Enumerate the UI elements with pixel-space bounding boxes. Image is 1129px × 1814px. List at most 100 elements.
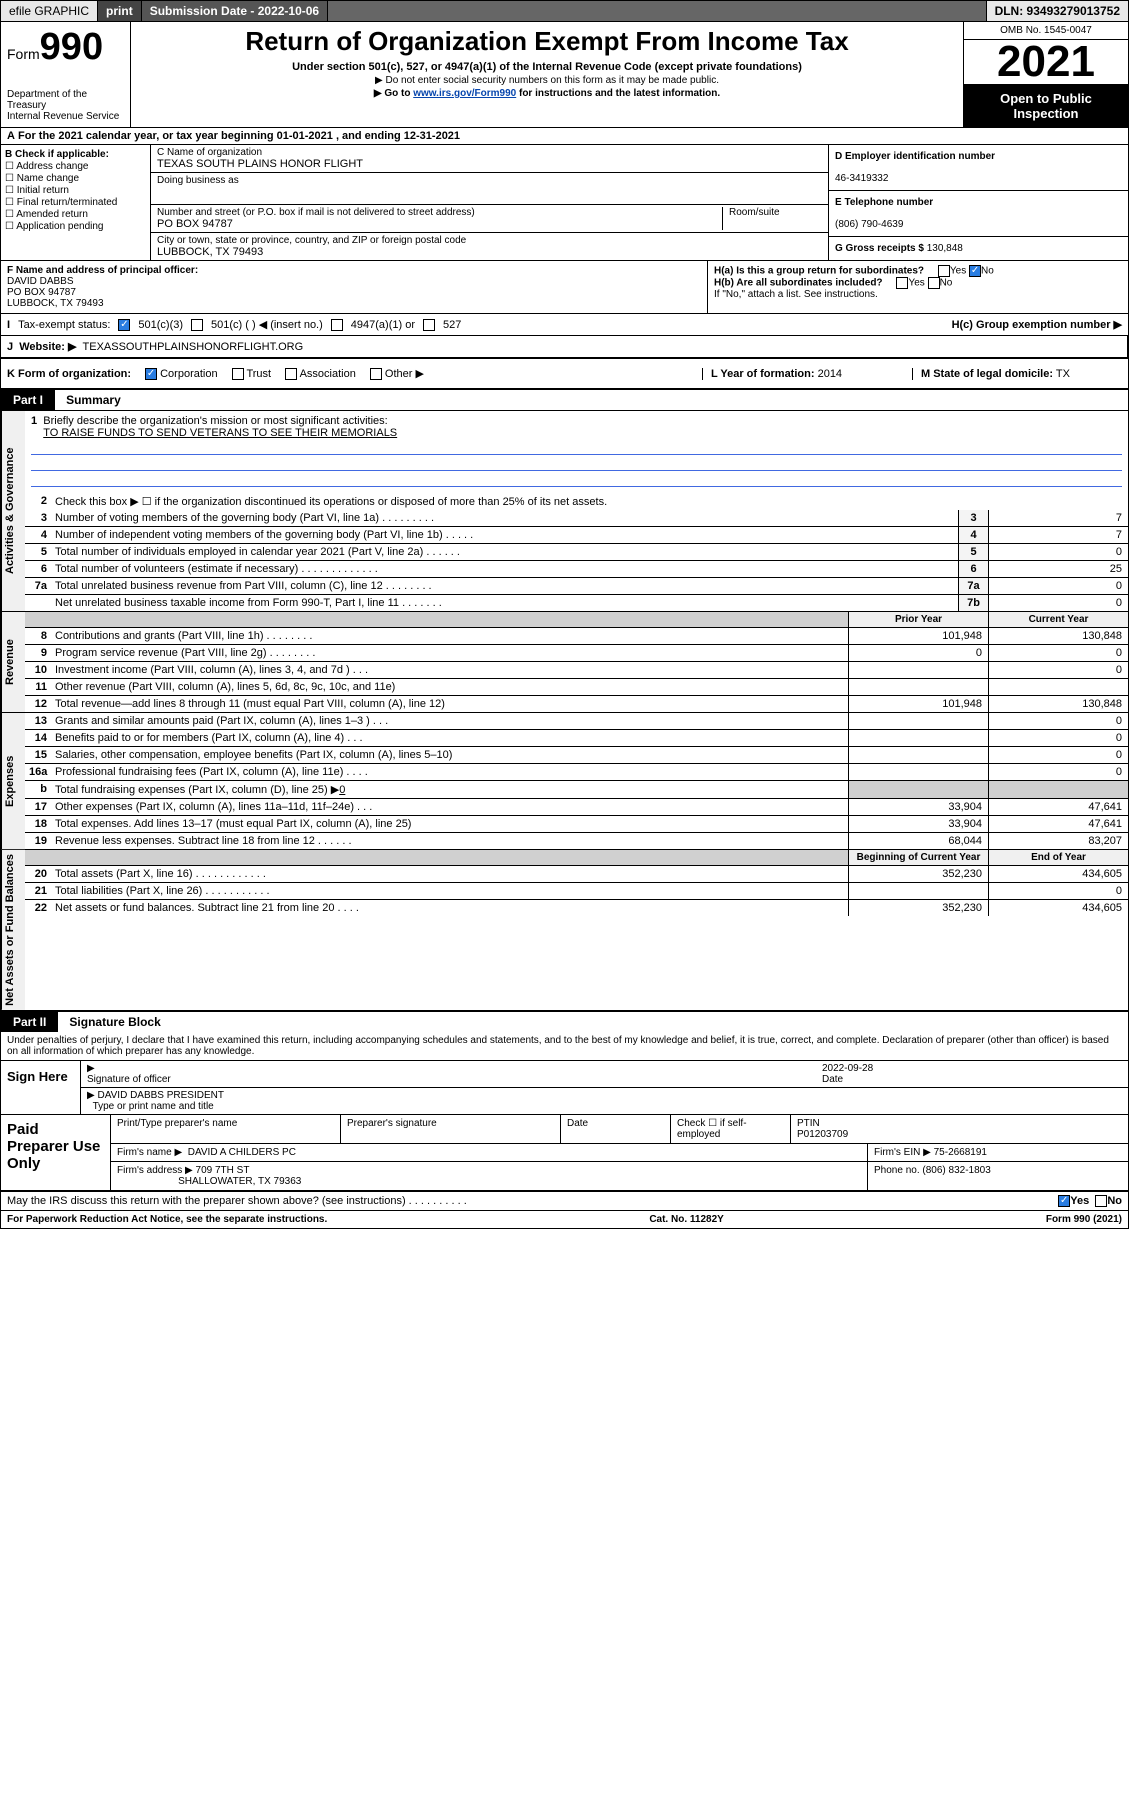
line7b: Net unrelated business taxable income fr… bbox=[25, 595, 1128, 611]
discuss-no[interactable] bbox=[1095, 1195, 1107, 1207]
line12: 12Total revenue—add lines 8 through 11 (… bbox=[25, 696, 1128, 712]
gross-cell: G Gross receipts $ 130,848 bbox=[829, 237, 1128, 260]
uline bbox=[31, 441, 1122, 455]
open-inspection: Open to Public Inspection bbox=[964, 85, 1128, 127]
mission-text: TO RAISE FUNDS TO SEND VETERANS TO SEE T… bbox=[43, 427, 397, 439]
exp-body: 13Grants and similar amounts paid (Part … bbox=[25, 713, 1128, 849]
irs-link[interactable]: www.irs.gov/Form990 bbox=[413, 88, 516, 99]
chk-amended[interactable]: ☐ Amended return bbox=[5, 209, 146, 220]
curr-year-hdr: Current Year bbox=[988, 612, 1128, 627]
room-label: Room/suite bbox=[729, 207, 822, 218]
topbar: efile GRAPHIC print Submission Date - 20… bbox=[1, 1, 1128, 22]
preparer-label: Paid Preparer Use Only bbox=[1, 1115, 111, 1190]
footer-row: For Paperwork Reduction Act Notice, see … bbox=[1, 1211, 1128, 1228]
chk-527[interactable] bbox=[423, 319, 435, 331]
print-button[interactable]: print bbox=[98, 1, 142, 21]
form-title: Return of Organization Exempt From Incom… bbox=[135, 26, 959, 57]
hb-no[interactable] bbox=[928, 277, 940, 289]
officer-cell: F Name and address of principal officer:… bbox=[1, 261, 708, 313]
ha-no[interactable]: ✓ bbox=[969, 265, 981, 277]
firm-addr1: 709 7TH ST bbox=[196, 1165, 250, 1176]
line16a: 16aProfessional fundraising fees (Part I… bbox=[25, 764, 1128, 781]
chk-4947[interactable] bbox=[331, 319, 343, 331]
na-body: Beginning of Current YearEnd of Year 20T… bbox=[25, 850, 1128, 1010]
dba-label: Doing business as bbox=[157, 175, 822, 186]
col-b: B Check if applicable: ☐ Address change … bbox=[1, 145, 151, 260]
sig-date: 2022-09-28 bbox=[822, 1063, 873, 1074]
phone-label: E Telephone number bbox=[835, 197, 933, 208]
side-netassets: Net Assets or Fund Balances bbox=[1, 850, 25, 1010]
line17: 17Other expenses (Part IX, column (A), l… bbox=[25, 799, 1128, 816]
chk-initial[interactable]: ☐ Initial return bbox=[5, 185, 146, 196]
cat-no: Cat. No. 11282Y bbox=[649, 1214, 723, 1225]
chk-pending[interactable]: ☐ Application pending bbox=[5, 221, 146, 232]
hb: H(b) Are all subordinates included? Yes … bbox=[714, 277, 1122, 289]
discuss-yes[interactable]: ✓ bbox=[1058, 1195, 1070, 1207]
note-ssn: ▶ Do not enter social security numbers o… bbox=[135, 75, 959, 86]
phone-cell: E Telephone number (806) 790-4639 bbox=[829, 191, 1128, 237]
form-ref: Form 990 (2021) bbox=[1046, 1214, 1122, 1225]
year-formation: L Year of formation: 2014 bbox=[702, 368, 912, 380]
firm-addr2: SHALLOWATER, TX 79363 bbox=[178, 1176, 301, 1187]
pra-notice: For Paperwork Reduction Act Notice, see … bbox=[7, 1214, 327, 1225]
line2: 2Check this box ▶ ☐ if the organization … bbox=[25, 493, 1128, 510]
ha: H(a) Is this a group return for subordin… bbox=[714, 265, 1122, 277]
form-number: Form990 bbox=[7, 26, 124, 69]
chk-assoc[interactable] bbox=[285, 368, 297, 380]
chk-trust[interactable] bbox=[232, 368, 244, 380]
discuss-row: May the IRS discuss this return with the… bbox=[1, 1192, 1128, 1211]
chk-address[interactable]: ☐ Address change bbox=[5, 161, 146, 172]
firm-phone: (806) 832-1803 bbox=[922, 1165, 990, 1176]
prep-self-hdr: Check ☐ if self-employed bbox=[671, 1115, 791, 1143]
chk-other[interactable] bbox=[370, 368, 382, 380]
header: Form990 Department of the Treasury Inter… bbox=[1, 22, 1128, 128]
line1: 1 Briefly describe the organization's mi… bbox=[25, 411, 1128, 493]
na-header: Beginning of Current YearEnd of Year bbox=[25, 850, 1128, 866]
chk-501c[interactable] bbox=[191, 319, 203, 331]
line21: 21Total liabilities (Part X, line 26) . … bbox=[25, 883, 1128, 900]
line9: 9Program service revenue (Part VIII, lin… bbox=[25, 645, 1128, 662]
line3: 3Number of voting members of the governi… bbox=[25, 510, 1128, 527]
city-val: LUBBOCK, TX 79493 bbox=[157, 246, 263, 258]
line19: 19Revenue less expenses. Subtract line 1… bbox=[25, 833, 1128, 849]
b-header: B Check if applicable: bbox=[5, 149, 109, 160]
submission-date: Submission Date - 2022-10-06 bbox=[142, 1, 328, 21]
h-cell: H(a) Is this a group return for subordin… bbox=[708, 261, 1128, 313]
name-label: C Name of organization bbox=[157, 147, 822, 158]
website-cell: J Website: ▶ TEXASSOUTHPLAINSHONORFLIGHT… bbox=[1, 336, 1128, 357]
row-j: J Website: ▶ TEXASSOUTHPLAINSHONORFLIGHT… bbox=[1, 336, 1128, 359]
form-990: efile GRAPHIC print Submission Date - 20… bbox=[0, 0, 1129, 1229]
gross-label: G Gross receipts $ bbox=[835, 243, 924, 254]
hb-yes[interactable] bbox=[896, 277, 908, 289]
chk-name[interactable]: ☐ Name change bbox=[5, 173, 146, 184]
addr-row: Number and street (or P.O. box if mail i… bbox=[151, 205, 828, 233]
line15: 15Salaries, other compensation, employee… bbox=[25, 747, 1128, 764]
part2-header: Part II Signature Block bbox=[1, 1012, 1128, 1032]
form-subtitle: Under section 501(c), 527, or 4947(a)(1)… bbox=[135, 61, 959, 73]
part1-title: Summary bbox=[58, 390, 129, 410]
addr-label: Number and street (or P.O. box if mail i… bbox=[157, 207, 722, 218]
firm-name-row: Firm's name ▶ DAVID A CHILDERS PC Firm's… bbox=[111, 1144, 1128, 1162]
form-word: Form bbox=[7, 46, 40, 62]
preparer-block: Paid Preparer Use Only Print/Type prepar… bbox=[1, 1115, 1128, 1192]
rev-body: Prior YearCurrent Year 8Contributions an… bbox=[25, 612, 1128, 712]
sign-here-block: Sign Here ▶Signature of officer 2022-09-… bbox=[1, 1061, 1128, 1115]
line20: 20Total assets (Part X, line 16) . . . .… bbox=[25, 866, 1128, 883]
ptin-val: P01203709 bbox=[797, 1129, 848, 1140]
expenses-section: Expenses 13Grants and similar amounts pa… bbox=[1, 713, 1128, 850]
chk-final[interactable]: ☐ Final return/terminated bbox=[5, 197, 146, 208]
section-b-to-g: B Check if applicable: ☐ Address change … bbox=[1, 145, 1128, 261]
firm-addr-row: Firm's address ▶ 709 7TH ST SHALLOWATER,… bbox=[111, 1162, 1128, 1190]
sig-date-row: ▶Signature of officer 2022-09-28Date bbox=[81, 1061, 1128, 1088]
chk-corp[interactable]: ✓ bbox=[145, 368, 157, 380]
dept: Department of the Treasury bbox=[7, 89, 124, 111]
line7a: 7aTotal unrelated business revenue from … bbox=[25, 578, 1128, 595]
chk-501c3[interactable]: ✓ bbox=[118, 319, 130, 331]
gross-val: 130,848 bbox=[927, 243, 963, 254]
l1-text: Briefly describe the organization's miss… bbox=[43, 415, 387, 427]
row-f-h: F Name and address of principal officer:… bbox=[1, 261, 1128, 314]
net-assets-section: Net Assets or Fund Balances Beginning of… bbox=[1, 850, 1128, 1012]
hc: H(c) Group exemption number ▶ bbox=[952, 318, 1122, 331]
line10: 10Investment income (Part VIII, column (… bbox=[25, 662, 1128, 679]
ha-yes[interactable] bbox=[938, 265, 950, 277]
